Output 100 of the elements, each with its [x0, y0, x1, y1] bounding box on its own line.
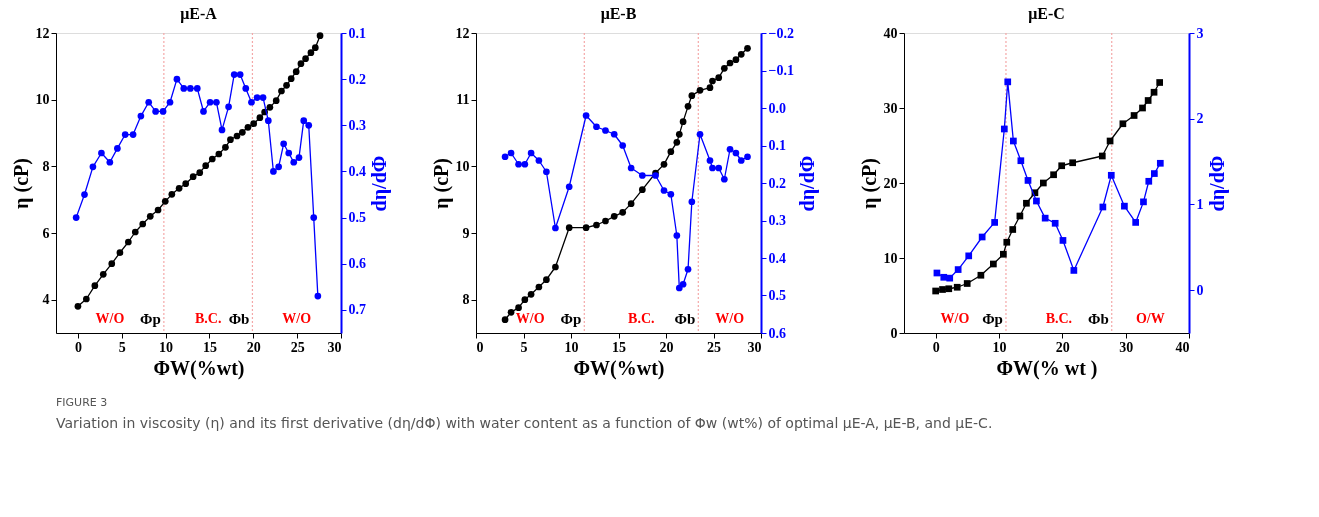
point — [673, 138, 681, 146]
ref-line-label: Φp — [560, 311, 582, 327]
point — [213, 98, 220, 106]
point — [316, 32, 324, 40]
x-tick-label: 15 — [612, 339, 626, 355]
point — [501, 153, 509, 161]
point — [1039, 179, 1047, 187]
point — [515, 304, 522, 312]
point — [1050, 171, 1057, 179]
point — [222, 143, 229, 151]
point — [963, 280, 971, 287]
point — [507, 149, 515, 157]
ref-line-label: Φb — [1087, 311, 1109, 327]
point — [139, 220, 147, 228]
point — [679, 280, 687, 288]
point — [152, 108, 159, 115]
point — [278, 87, 285, 95]
annotation: W/O — [515, 311, 545, 326]
point — [295, 154, 303, 161]
y2-tick-label: 0.7 — [348, 302, 366, 318]
point — [283, 81, 290, 89]
point — [582, 112, 590, 119]
point — [507, 308, 515, 316]
x-tick-label: 0 — [476, 339, 484, 355]
point — [1144, 97, 1152, 104]
point — [515, 160, 522, 168]
point — [129, 131, 137, 138]
point — [272, 97, 280, 105]
point — [1000, 125, 1008, 133]
y-tick-label: 8 — [462, 292, 470, 308]
point — [737, 50, 745, 58]
point — [218, 126, 226, 134]
annotation: O/W — [1135, 311, 1165, 326]
point — [696, 86, 704, 94]
point — [990, 260, 997, 268]
point — [250, 120, 258, 128]
y-axis-title: η (cP) — [857, 158, 881, 209]
point — [256, 114, 264, 122]
annotation: W/O — [940, 311, 970, 326]
x-tick-label: 20 — [1055, 339, 1070, 355]
point — [225, 103, 232, 111]
point — [627, 164, 635, 172]
point — [1139, 104, 1146, 112]
point — [168, 190, 176, 198]
point — [108, 260, 116, 268]
point — [696, 130, 704, 138]
point — [684, 265, 692, 273]
point — [297, 60, 305, 68]
point — [189, 173, 197, 181]
point — [726, 145, 734, 153]
point — [715, 164, 723, 172]
annotation: W/O — [95, 311, 125, 326]
point — [200, 108, 207, 115]
point — [238, 128, 246, 136]
y2-tick-label: 0.0 — [768, 100, 786, 116]
y2-tick-label: 0.2 — [348, 71, 366, 87]
x-tick-label: 25 — [290, 339, 305, 355]
point — [173, 75, 181, 83]
point — [1132, 219, 1140, 226]
y2-tick-label: 3 — [1196, 25, 1204, 41]
point — [280, 140, 287, 148]
x-tick-label: 25 — [707, 339, 721, 355]
point — [706, 84, 714, 92]
point — [236, 71, 244, 78]
point — [180, 85, 188, 92]
x-axis-title: ΦW(% wt ) — [996, 356, 1098, 380]
point — [124, 238, 132, 246]
point — [300, 117, 308, 125]
point — [552, 224, 559, 232]
point — [965, 252, 973, 260]
point — [535, 283, 543, 291]
point — [264, 117, 272, 125]
point — [619, 208, 627, 216]
point — [233, 132, 241, 140]
point — [182, 180, 190, 188]
point — [1130, 112, 1138, 119]
annotation: W/O — [282, 311, 312, 326]
y-axis-title: η (cP) — [9, 158, 33, 209]
point — [302, 55, 309, 63]
y2-tick-label: 0.2 — [768, 175, 786, 191]
y-tick-label: 10 — [455, 158, 470, 174]
x-tick-label: 30 — [1119, 339, 1134, 355]
point — [137, 112, 145, 120]
point — [638, 186, 646, 194]
point — [543, 276, 550, 284]
annotation: B.C. — [628, 311, 655, 326]
x-tick-label: 40 — [1175, 339, 1190, 355]
y-tick-label: 12 — [455, 25, 470, 41]
point — [242, 85, 250, 92]
point — [270, 168, 277, 175]
point — [688, 92, 696, 100]
point — [1059, 237, 1067, 244]
point — [1156, 159, 1164, 167]
point — [501, 316, 509, 324]
y2-tick-label: 0 — [1196, 282, 1204, 298]
point — [939, 286, 946, 293]
point — [145, 98, 153, 106]
point — [1150, 88, 1158, 96]
y2-tick-label: 0.5 — [348, 210, 366, 226]
point — [940, 273, 948, 281]
